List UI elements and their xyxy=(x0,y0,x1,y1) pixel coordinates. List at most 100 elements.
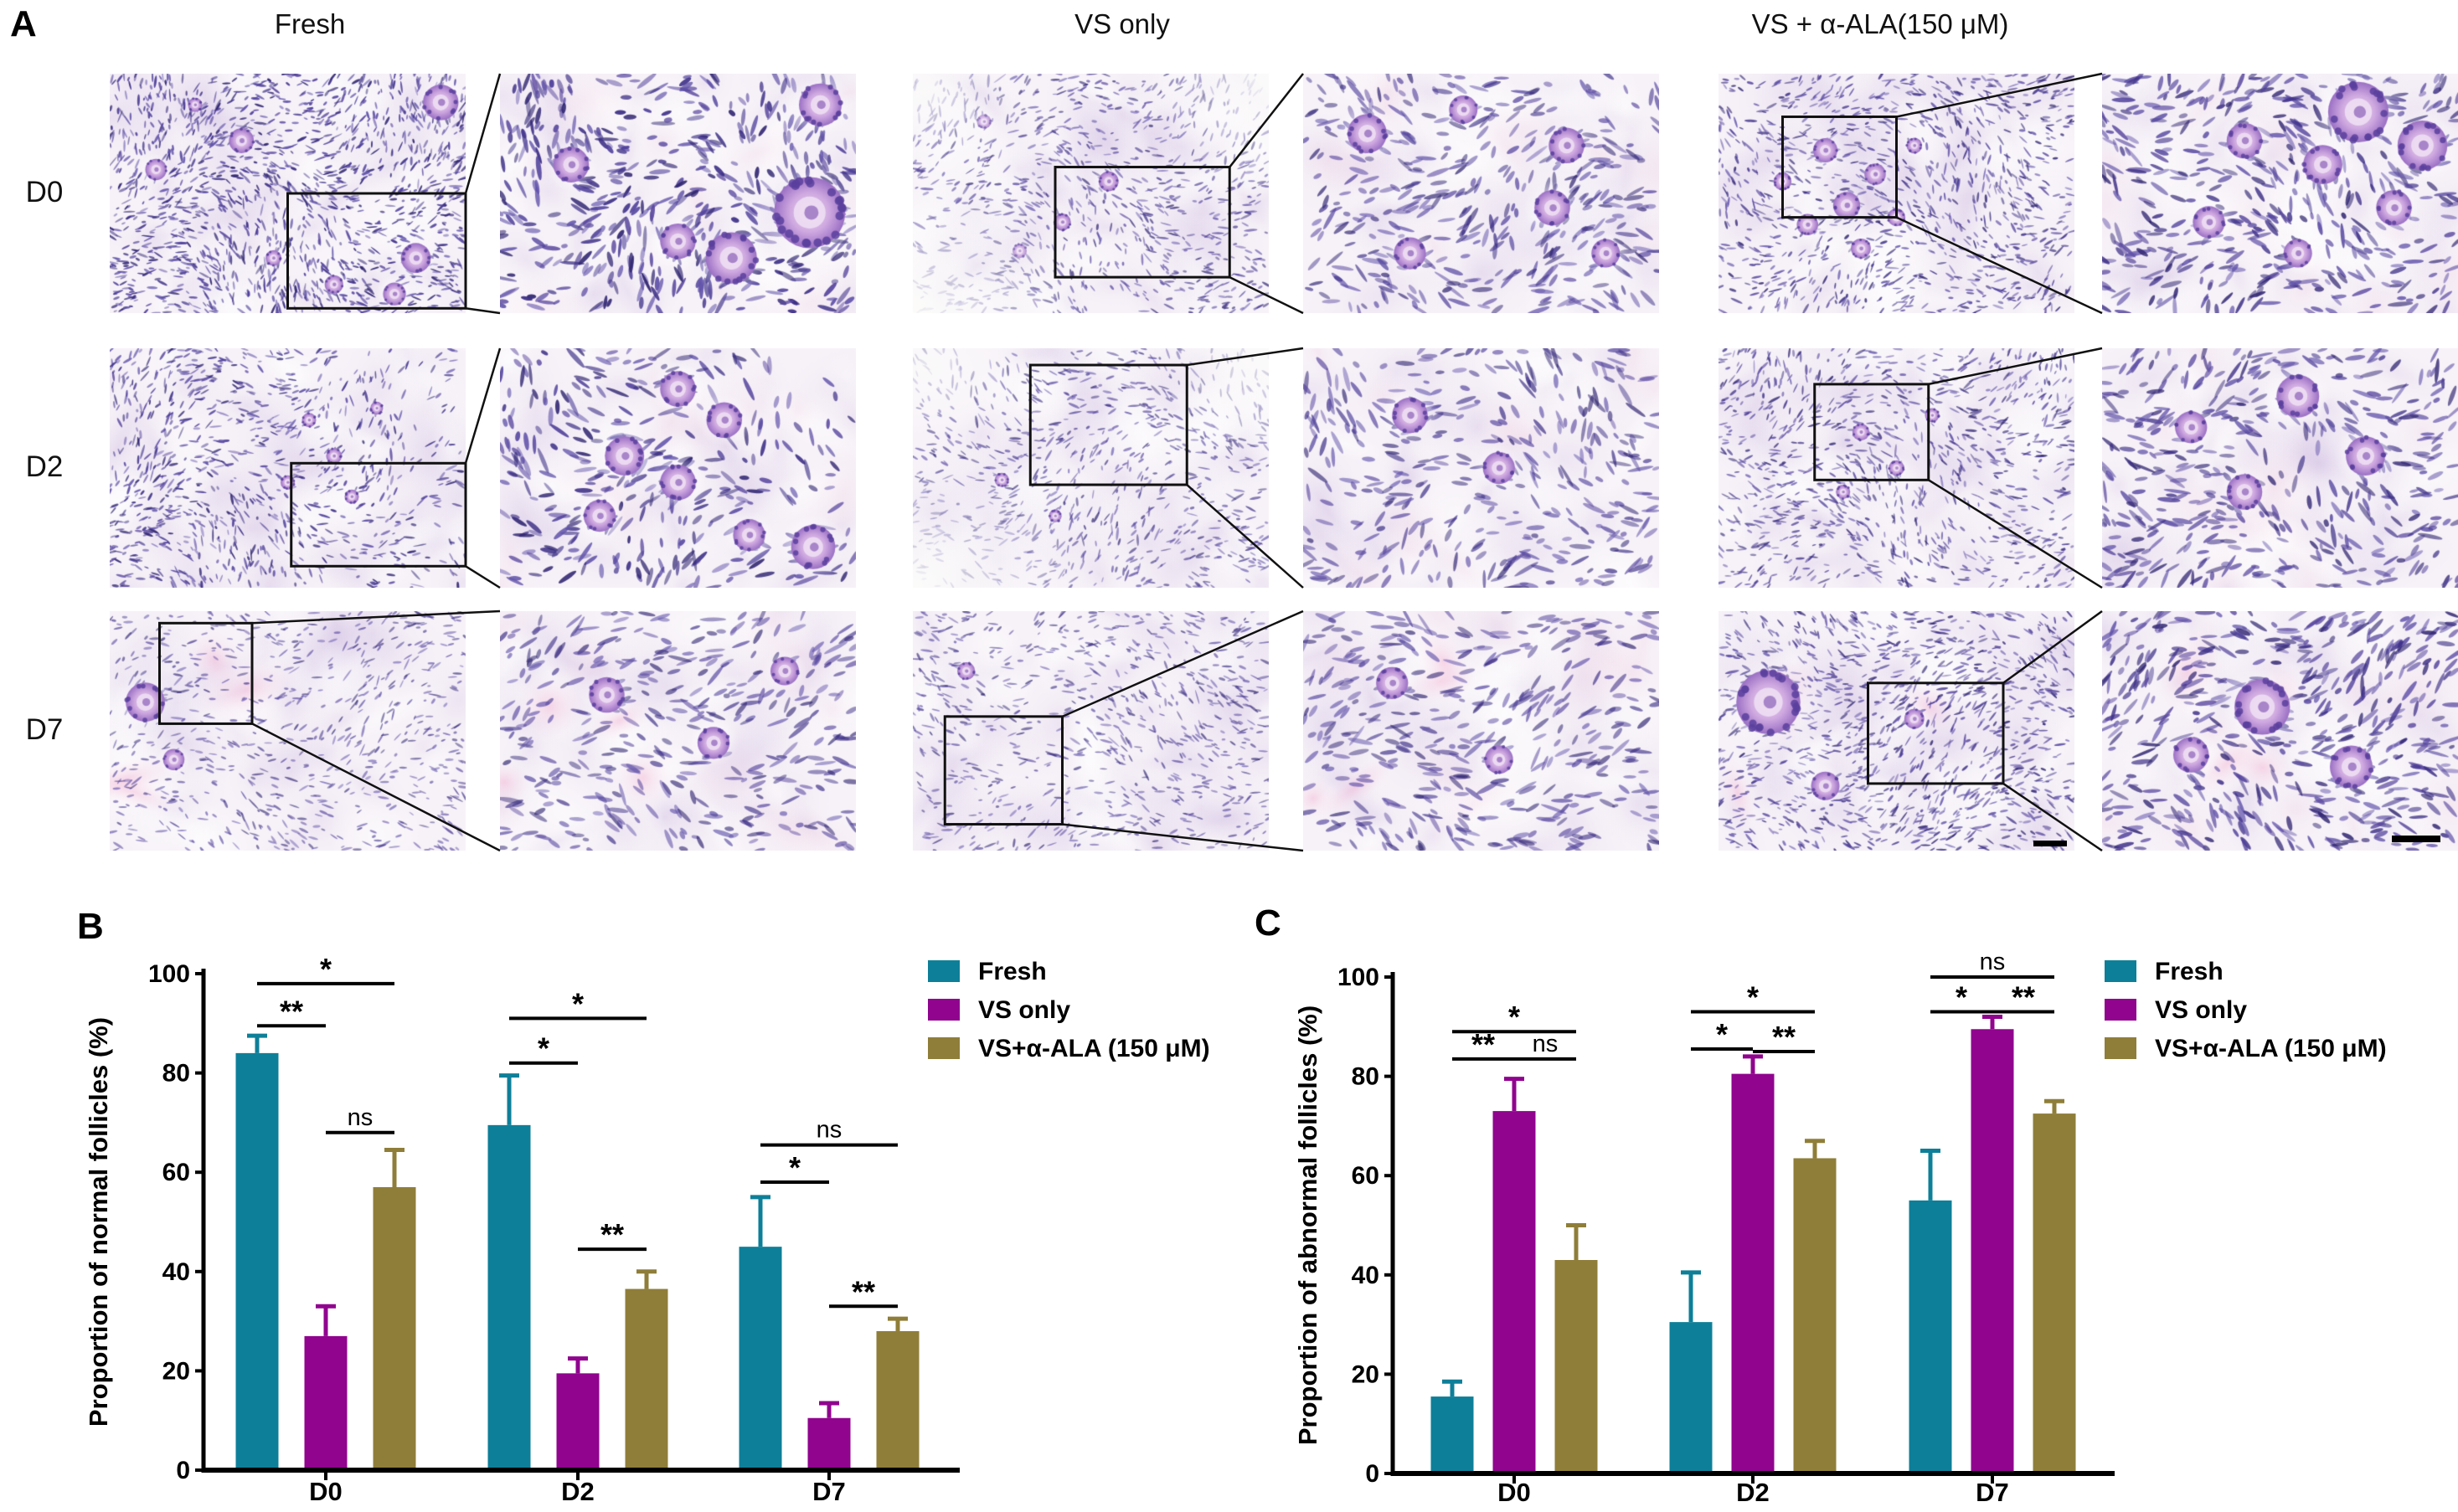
y-tick-label: 60 xyxy=(1352,1162,1379,1190)
significance-label: ** xyxy=(852,1274,875,1309)
legend-swatch xyxy=(2105,999,2136,1021)
bar-C-D0-series2 xyxy=(1554,1260,1598,1473)
panel-c-label: C xyxy=(1255,903,1281,944)
significance-label: * xyxy=(538,1031,549,1066)
significance-label: * xyxy=(1747,980,1759,1015)
micrograph-inset-D7-0 xyxy=(500,611,856,851)
legend-label: VS only xyxy=(2155,996,2247,1024)
micrograph-inset-D0-1 xyxy=(1303,74,1659,313)
significance-label: * xyxy=(572,986,584,1021)
column-header-fresh: Fresh xyxy=(274,8,346,39)
legend-swatch xyxy=(928,1037,960,1059)
micrograph-main-D7-2 xyxy=(1719,611,2074,851)
category-label-D2: D2 xyxy=(1736,1478,1770,1507)
y-tick-label: 80 xyxy=(162,1060,190,1088)
bar-C-D2-series2 xyxy=(1793,1158,1837,1473)
legend-swatch xyxy=(928,999,960,1021)
legend-label: VS+α-ALA (150 μM) xyxy=(2155,1035,2387,1062)
bar-C-D0-series0 xyxy=(1430,1396,1474,1473)
micrograph-inset-D2-1 xyxy=(1303,348,1659,588)
significance-label: ns xyxy=(348,1104,374,1131)
legend-swatch xyxy=(2105,1037,2136,1059)
micrograph-main-D7-1 xyxy=(913,611,1269,851)
micrograph-main-D2-0 xyxy=(110,348,466,588)
bar-B-D0-series0 xyxy=(235,1052,279,1470)
roi-connector-bottom xyxy=(465,307,501,315)
significance-label: * xyxy=(320,952,332,986)
roi-connector-top xyxy=(464,347,502,464)
micrograph-main-D2-2 xyxy=(1719,348,2074,588)
micrograph-inset-D0-2 xyxy=(2102,74,2458,313)
y-tick-label: 100 xyxy=(148,960,190,988)
bar-B-D2-series2 xyxy=(625,1288,668,1470)
significance-label: ** xyxy=(1471,1027,1495,1062)
significance-label: * xyxy=(789,1150,801,1185)
bar-C-D7-series0 xyxy=(1909,1200,1952,1473)
category-label-D7: D7 xyxy=(1976,1478,2009,1507)
micrograph-inset-D2-2 xyxy=(2102,348,2458,588)
legend-swatch xyxy=(928,960,960,982)
bar-C-D2-series1 xyxy=(1731,1073,1775,1473)
y-tick-label: 60 xyxy=(162,1159,190,1186)
significance-label: ** xyxy=(600,1217,624,1252)
significance-label: * xyxy=(1956,980,1967,1015)
significance-label: ns xyxy=(1980,949,2006,975)
y-tick-label: 0 xyxy=(176,1457,190,1484)
column-header-vs-ala: VS + α-ALA(150 μM) xyxy=(1751,8,2009,39)
micrograph-main-D0-1 xyxy=(913,74,1269,313)
y-axis-title: Proportion of abnormal follicles (%) xyxy=(1293,1005,1322,1445)
roi-connector-bottom xyxy=(465,565,501,589)
significance-label: * xyxy=(1508,1000,1520,1034)
roi-connector-top xyxy=(464,73,502,194)
bar-B-D7-series1 xyxy=(807,1417,851,1470)
category-label-D2: D2 xyxy=(561,1477,595,1506)
bar-B-D0-series2 xyxy=(373,1186,416,1470)
category-label-D0: D0 xyxy=(309,1477,343,1506)
significance-label: * xyxy=(1716,1017,1728,1052)
legend-label: VS only xyxy=(978,996,1070,1024)
micrograph-inset-D7-1 xyxy=(1303,611,1659,851)
panel-a-label: A xyxy=(10,3,37,44)
y-tick-label: 40 xyxy=(1352,1262,1379,1289)
micrograph-main-D0-2 xyxy=(1719,74,2074,313)
panel-b-label: B xyxy=(77,906,104,947)
legend-swatch xyxy=(2105,960,2136,982)
significance-label: ** xyxy=(1772,1020,1796,1054)
y-tick-label: 80 xyxy=(1352,1063,1379,1091)
significance-label: ns xyxy=(817,1117,843,1144)
micrograph-inset-D7-2 xyxy=(2102,611,2458,851)
scale-bar-inset xyxy=(2392,836,2440,842)
scale-bar-main xyxy=(2033,841,2067,846)
y-tick-label: 20 xyxy=(1352,1360,1379,1388)
significance-label: ** xyxy=(280,994,303,1028)
column-header-vs-only: VS only xyxy=(1074,8,1170,39)
y-tick-label: 100 xyxy=(1337,964,1379,991)
bar-C-D7-series1 xyxy=(1971,1029,2014,1473)
y-axis-title: Proportion of normal follicles (%) xyxy=(84,1017,113,1427)
row-label-d7: D7 xyxy=(25,713,64,746)
significance-label: ns xyxy=(1533,1031,1559,1057)
category-label-D0: D0 xyxy=(1497,1478,1531,1507)
legend-label: Fresh xyxy=(978,958,1047,985)
micrograph-main-D2-1 xyxy=(913,348,1269,588)
bar-B-D7-series0 xyxy=(739,1247,782,1470)
bar-B-D7-series2 xyxy=(876,1330,920,1470)
row-label-d0: D0 xyxy=(25,176,64,208)
y-tick-label: 40 xyxy=(162,1258,190,1286)
bar-C-D7-series2 xyxy=(2033,1113,2076,1473)
y-tick-label: 0 xyxy=(1365,1460,1379,1488)
row-label-d2: D2 xyxy=(25,450,64,483)
significance-label: ** xyxy=(2012,980,2035,1015)
category-label-D7: D7 xyxy=(812,1477,846,1506)
bar-B-D2-series0 xyxy=(487,1124,531,1470)
micrograph-main-D7-0 xyxy=(110,611,466,851)
bar-B-D2-series1 xyxy=(556,1373,600,1470)
bar-C-D0-series1 xyxy=(1492,1111,1536,1473)
y-tick-label: 20 xyxy=(162,1357,190,1385)
micrograph-inset-D2-0 xyxy=(500,348,856,588)
micrograph-inset-D0-0 xyxy=(500,74,856,313)
legend-label: Fresh xyxy=(2155,958,2224,985)
legend-label: VS+α-ALA (150 μM) xyxy=(978,1035,1210,1062)
bar-C-D2-series0 xyxy=(1669,1322,1713,1473)
